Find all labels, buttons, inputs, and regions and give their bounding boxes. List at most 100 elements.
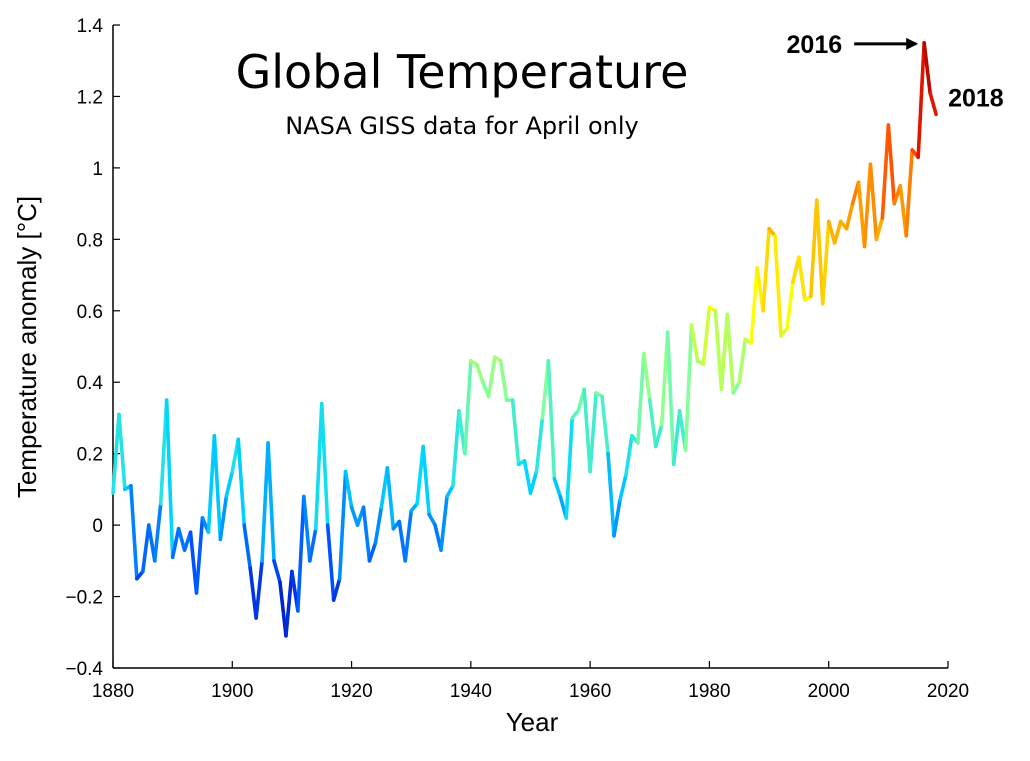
x-tick-label: 1920 bbox=[330, 681, 372, 702]
line-segment bbox=[242, 523, 252, 570]
line-segment bbox=[296, 494, 306, 613]
line-segment bbox=[421, 444, 431, 517]
line-segment bbox=[313, 401, 324, 531]
annotation-label: 2016 bbox=[787, 31, 843, 59]
line-segment bbox=[111, 412, 121, 495]
y-tick-label: 0.4 bbox=[77, 373, 104, 394]
line-segment bbox=[170, 526, 181, 560]
line-segment bbox=[248, 566, 258, 620]
line-segment bbox=[152, 501, 163, 563]
line-segment bbox=[618, 473, 628, 502]
line-segment bbox=[224, 469, 235, 499]
x-tick-label: 2000 bbox=[808, 681, 850, 702]
annotation-label: 2018 bbox=[948, 84, 1004, 112]
y-tick-label: −0.2 bbox=[65, 588, 103, 609]
line-segment bbox=[439, 494, 449, 552]
line-segment bbox=[862, 162, 873, 249]
line-segment bbox=[284, 569, 294, 638]
line-segment bbox=[647, 398, 658, 449]
line-segment bbox=[761, 226, 771, 313]
line-segment bbox=[731, 380, 742, 395]
line-segment bbox=[176, 526, 187, 552]
line-segment bbox=[904, 148, 915, 238]
line-segment bbox=[278, 580, 288, 638]
line-segment bbox=[266, 441, 276, 563]
line-segment bbox=[922, 41, 932, 95]
y-axis-ticks: −0.4 −0.2 0 0.2 0.4 0.6 0.8 1 1.2 1.4 bbox=[65, 16, 120, 680]
x-tick-label: 2020 bbox=[927, 681, 969, 702]
y-tick-label: 0.6 bbox=[77, 302, 103, 323]
line-segment bbox=[725, 312, 736, 395]
line-segment bbox=[826, 219, 837, 245]
line-segment bbox=[367, 541, 378, 563]
x-tick-label: 1900 bbox=[211, 681, 253, 702]
line-segment bbox=[486, 355, 497, 399]
x-axis-label: Year bbox=[506, 707, 559, 737]
y-tick-label: 0.2 bbox=[77, 445, 103, 466]
line-segment bbox=[624, 434, 634, 477]
line-segment bbox=[773, 233, 783, 338]
line-segment bbox=[719, 312, 730, 392]
line-segment bbox=[928, 91, 938, 117]
line-segment bbox=[606, 451, 616, 538]
line-segment bbox=[564, 416, 575, 520]
line-segment bbox=[814, 198, 825, 306]
line-segment bbox=[582, 387, 592, 474]
line-segment bbox=[325, 523, 336, 602]
line-segment bbox=[129, 484, 139, 581]
x-tick-label: 1960 bbox=[569, 681, 611, 702]
line-segment bbox=[713, 308, 724, 392]
x-tick-label: 1940 bbox=[450, 681, 492, 702]
line-segment bbox=[343, 469, 354, 510]
line-segment bbox=[612, 498, 622, 538]
line-segment bbox=[212, 434, 223, 542]
line-segment bbox=[403, 509, 414, 563]
line-segment bbox=[868, 162, 879, 242]
annotations: 2016 2018 bbox=[787, 31, 1004, 112]
line-segment bbox=[534, 416, 545, 474]
line-segment bbox=[749, 266, 759, 345]
line-segment bbox=[642, 351, 652, 402]
line-segment bbox=[844, 201, 855, 231]
x-axis-ticks: 1880 1900 1920 1940 1960 1980 2000 2020 bbox=[92, 661, 969, 702]
line-segment bbox=[331, 576, 342, 602]
line-segment bbox=[319, 401, 330, 527]
y-tick-label: 1.4 bbox=[77, 16, 104, 37]
line-segment bbox=[445, 484, 455, 499]
line-segment bbox=[164, 398, 175, 560]
line-segment bbox=[475, 362, 485, 385]
temperature-series-line bbox=[111, 41, 938, 638]
y-tick-label: 0.8 bbox=[77, 230, 103, 251]
line-segment bbox=[427, 512, 437, 527]
line-segment bbox=[218, 494, 229, 542]
line-segment bbox=[522, 459, 533, 495]
line-segment bbox=[498, 358, 509, 402]
line-segment bbox=[689, 323, 700, 363]
line-segment bbox=[665, 330, 676, 467]
line-segment bbox=[683, 323, 694, 452]
line-segment bbox=[552, 476, 563, 499]
line-segment bbox=[701, 305, 712, 367]
line-segment bbox=[874, 216, 885, 242]
line-segment bbox=[737, 337, 748, 385]
y-axis-label: Temperature anomaly [°C] bbox=[12, 196, 42, 498]
line-segment bbox=[117, 412, 127, 492]
line-segment bbox=[528, 469, 539, 495]
line-segment bbox=[797, 255, 807, 302]
line-segment bbox=[510, 398, 521, 467]
line-segment bbox=[194, 516, 205, 595]
line-segment bbox=[349, 505, 360, 527]
line-segment bbox=[361, 505, 372, 563]
y-tick-label: 0 bbox=[92, 516, 103, 537]
line-segment bbox=[463, 358, 473, 456]
line-segment bbox=[254, 559, 264, 620]
line-segment bbox=[600, 394, 610, 456]
x-tick-label: 1880 bbox=[92, 681, 134, 702]
line-segment bbox=[653, 423, 664, 449]
chart-title: Global Temperature bbox=[236, 45, 689, 99]
line-segment bbox=[385, 466, 396, 531]
y-tick-label: 1.2 bbox=[77, 87, 103, 108]
line-segment bbox=[671, 408, 682, 467]
line-segment bbox=[880, 123, 891, 220]
